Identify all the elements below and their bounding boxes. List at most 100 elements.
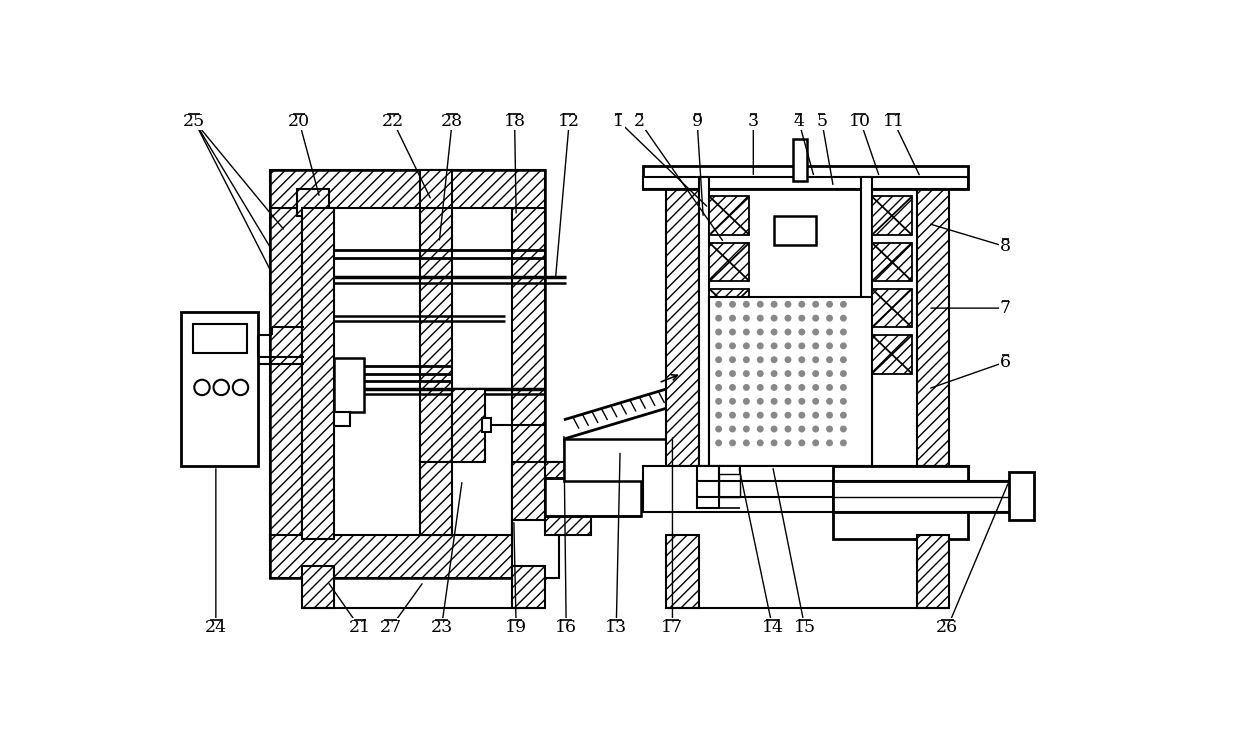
Circle shape bbox=[756, 342, 764, 350]
Circle shape bbox=[715, 356, 722, 363]
Circle shape bbox=[785, 412, 791, 418]
Circle shape bbox=[799, 398, 805, 405]
Circle shape bbox=[729, 384, 737, 391]
Bar bbox=[861, 177, 872, 466]
Text: 15: 15 bbox=[794, 619, 816, 636]
Circle shape bbox=[826, 301, 833, 307]
Circle shape bbox=[785, 398, 791, 405]
Bar bbox=[666, 535, 698, 608]
Circle shape bbox=[756, 440, 764, 446]
Circle shape bbox=[729, 440, 737, 446]
Circle shape bbox=[812, 356, 820, 363]
Bar bbox=[872, 197, 911, 235]
Circle shape bbox=[839, 342, 847, 350]
Circle shape bbox=[839, 301, 847, 307]
Circle shape bbox=[715, 315, 722, 321]
Circle shape bbox=[839, 440, 847, 446]
Bar bbox=[644, 466, 968, 489]
Circle shape bbox=[715, 412, 722, 418]
Bar bbox=[303, 208, 512, 535]
Bar bbox=[420, 208, 453, 462]
Text: 6: 6 bbox=[999, 353, 1011, 370]
Bar bbox=[697, 405, 713, 416]
Bar bbox=[303, 208, 335, 539]
Bar bbox=[644, 177, 968, 188]
Circle shape bbox=[743, 342, 750, 350]
Circle shape bbox=[785, 301, 791, 307]
Circle shape bbox=[743, 329, 750, 336]
Bar bbox=[270, 535, 544, 578]
Circle shape bbox=[812, 384, 820, 391]
Text: 21: 21 bbox=[348, 619, 371, 636]
Circle shape bbox=[785, 440, 791, 446]
Bar bbox=[270, 169, 544, 208]
Circle shape bbox=[785, 315, 791, 321]
Bar bbox=[481, 418, 491, 432]
Bar bbox=[644, 466, 968, 512]
Bar bbox=[719, 466, 740, 497]
Circle shape bbox=[812, 426, 820, 432]
Circle shape bbox=[729, 398, 737, 405]
Circle shape bbox=[770, 356, 777, 363]
Bar bbox=[709, 296, 872, 466]
Circle shape bbox=[743, 370, 750, 377]
Circle shape bbox=[812, 329, 820, 336]
Bar bbox=[512, 520, 558, 578]
Bar bbox=[666, 177, 698, 466]
Text: 11: 11 bbox=[883, 112, 904, 129]
Circle shape bbox=[715, 440, 722, 446]
Circle shape bbox=[812, 301, 820, 307]
Bar bbox=[719, 474, 740, 497]
Circle shape bbox=[756, 301, 764, 307]
Circle shape bbox=[729, 370, 737, 377]
Bar bbox=[303, 566, 335, 608]
Circle shape bbox=[799, 370, 805, 377]
Bar bbox=[697, 466, 719, 508]
Circle shape bbox=[743, 398, 750, 405]
Bar bbox=[544, 516, 590, 535]
Text: 17: 17 bbox=[661, 619, 683, 636]
Circle shape bbox=[812, 440, 820, 446]
Circle shape bbox=[826, 356, 833, 363]
Circle shape bbox=[743, 426, 750, 432]
Bar bbox=[689, 411, 703, 432]
Bar bbox=[453, 389, 485, 462]
Text: 2: 2 bbox=[634, 112, 645, 129]
Circle shape bbox=[785, 329, 791, 336]
Circle shape bbox=[785, 384, 791, 391]
Circle shape bbox=[729, 301, 737, 307]
Bar bbox=[544, 462, 590, 486]
Circle shape bbox=[839, 315, 847, 321]
Circle shape bbox=[743, 440, 750, 446]
Circle shape bbox=[839, 398, 847, 405]
Circle shape bbox=[839, 370, 847, 377]
Text: 18: 18 bbox=[503, 112, 526, 129]
Bar bbox=[872, 335, 911, 374]
Circle shape bbox=[715, 329, 722, 336]
Bar bbox=[872, 289, 911, 327]
Text: 7: 7 bbox=[999, 299, 1011, 316]
Text: 4: 4 bbox=[794, 112, 805, 129]
Text: 25: 25 bbox=[184, 112, 206, 129]
Circle shape bbox=[770, 301, 777, 307]
Text: 24: 24 bbox=[205, 619, 227, 636]
Text: 20: 20 bbox=[288, 112, 310, 129]
Bar bbox=[1009, 472, 1034, 520]
Bar bbox=[774, 216, 816, 245]
Bar bbox=[512, 208, 544, 539]
Circle shape bbox=[729, 356, 737, 363]
Text: 5: 5 bbox=[816, 112, 827, 129]
Circle shape bbox=[799, 301, 805, 307]
Circle shape bbox=[756, 426, 764, 432]
Bar bbox=[335, 412, 350, 426]
Circle shape bbox=[785, 370, 791, 377]
Circle shape bbox=[715, 342, 722, 350]
Text: 26: 26 bbox=[936, 619, 959, 636]
Circle shape bbox=[715, 398, 722, 405]
Circle shape bbox=[839, 356, 847, 363]
Circle shape bbox=[729, 342, 737, 350]
Text: 28: 28 bbox=[441, 112, 464, 129]
Circle shape bbox=[770, 315, 777, 321]
Bar bbox=[916, 177, 949, 466]
Circle shape bbox=[826, 384, 833, 391]
